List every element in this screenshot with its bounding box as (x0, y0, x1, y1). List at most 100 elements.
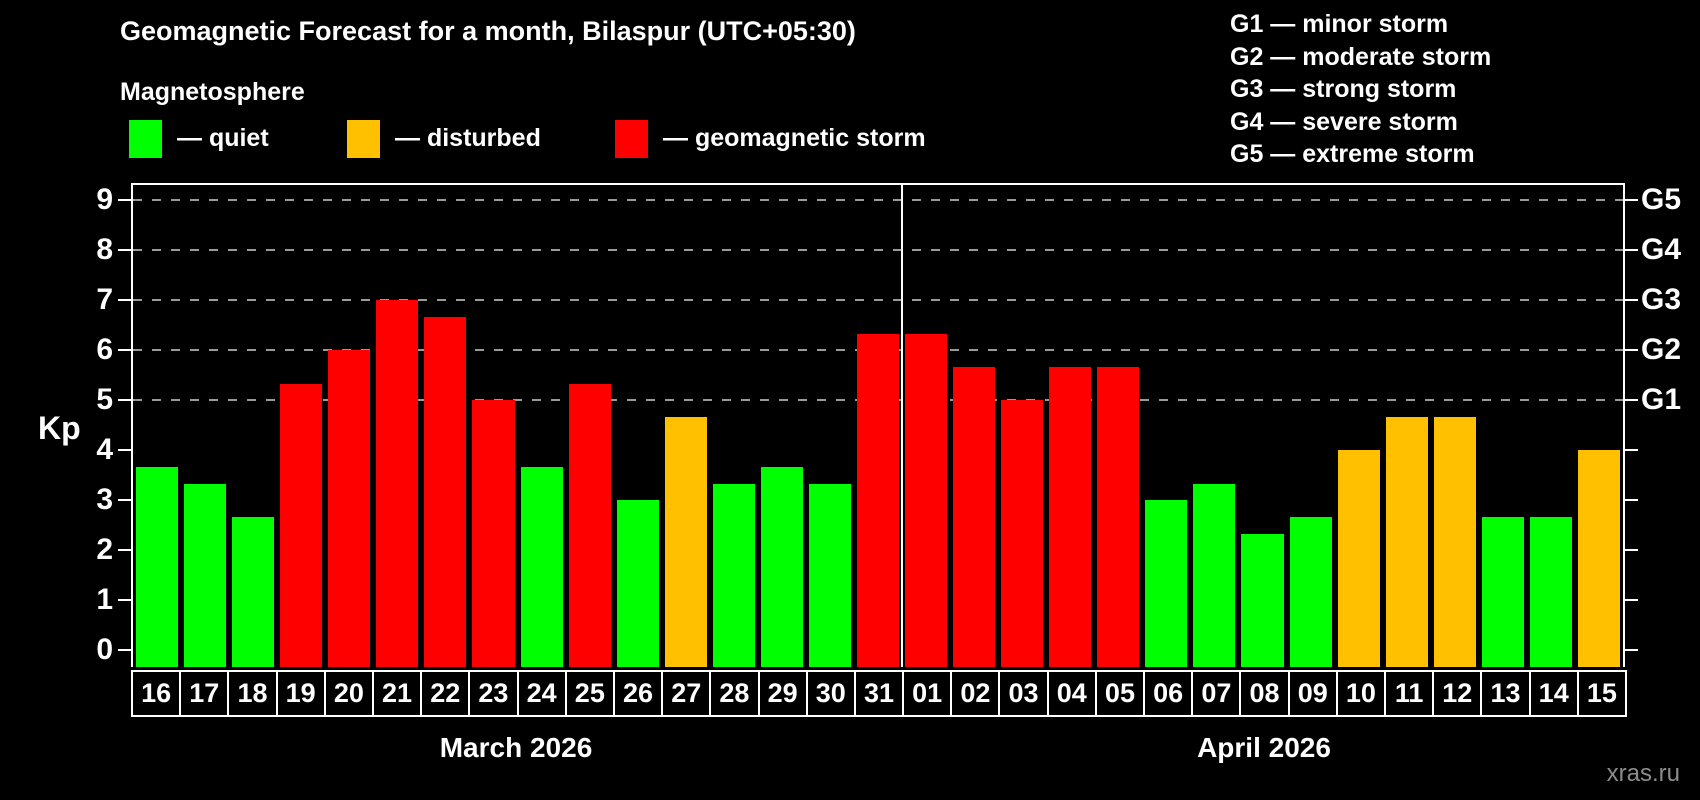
kp-axis-title: Kp (38, 410, 81, 446)
left-axis-tick (118, 249, 131, 251)
kp-bar (1481, 516, 1524, 667)
left-axis-tick (118, 199, 131, 201)
y-axis-label: 3 (96, 483, 113, 516)
kp-bar (568, 383, 611, 667)
day-label: 09 (1287, 670, 1338, 717)
g-scale-label: G3 (1641, 283, 1682, 316)
day-label: 29 (757, 670, 808, 717)
right-axis-tick (1625, 299, 1638, 301)
storm-legend-label: — geomagnetic storm (663, 124, 926, 152)
right-axis-tick (1625, 399, 1638, 401)
kp-bar (280, 383, 323, 667)
disturbed-legend-label: — disturbed (395, 124, 541, 152)
right-axis-tick (1625, 499, 1638, 501)
day-label: 16 (131, 670, 182, 717)
y-axis-label: 6 (96, 333, 113, 366)
left-axis-tick (118, 449, 131, 451)
month-separator (901, 185, 904, 667)
kp-bar (616, 500, 659, 667)
left-axis-tick (118, 349, 131, 351)
gridline-kp-8 (133, 249, 1623, 251)
day-label: 01 (902, 670, 953, 717)
kp-bar (712, 483, 755, 667)
kp-bar (905, 333, 948, 667)
kp-bar (1337, 450, 1380, 667)
kp-bar (808, 483, 851, 667)
g-scale-label: G5 (1641, 183, 1682, 216)
left-axis-tick (118, 549, 131, 551)
left-axis-tick (118, 499, 131, 501)
kp-bar (1289, 516, 1332, 667)
day-label: 26 (612, 670, 664, 717)
y-axis-label: 2 (96, 533, 113, 566)
day-label: 12 (1432, 670, 1483, 717)
kp-bar (760, 466, 803, 667)
right-axis-tick (1625, 599, 1638, 601)
kp-bar (472, 400, 515, 667)
kp-bar (1385, 416, 1428, 667)
day-label: 31 (853, 670, 905, 717)
magnetosphere-label: Magnetosphere (120, 78, 305, 106)
day-label: 27 (661, 670, 712, 717)
day-label: 05 (1094, 670, 1146, 717)
y-axis-label: 7 (96, 283, 113, 316)
quiet-legend-swatch (129, 120, 162, 158)
day-label: 13 (1480, 670, 1531, 717)
left-axis-tick (118, 399, 131, 401)
day-label: 11 (1384, 670, 1435, 717)
day-label: 24 (516, 670, 567, 717)
right-axis-tick (1625, 449, 1638, 451)
y-axis-label: 9 (96, 183, 113, 216)
kp-bar (232, 516, 275, 667)
kp-bar (1433, 416, 1476, 667)
kp-bar (1577, 450, 1620, 667)
right-axis-tick (1625, 199, 1638, 201)
kp-bar-chart: 0 1 2 3 4 5 G1 6 G2 7 G3 8 G4 9 G5 (96, 183, 1681, 667)
month-label-april: April 2026 (1197, 732, 1331, 763)
kp-bar (1049, 366, 1092, 667)
day-label: 04 (1046, 670, 1097, 717)
g-legend-row: G3 — strong storm (1230, 75, 1457, 103)
kp-bar (1241, 533, 1284, 667)
day-label: 14 (1528, 670, 1579, 717)
day-axis: 16 17 18 19 20 21 22 23 24 25 26 27 28 29 30 31 01 02 03 04… (131, 670, 1627, 717)
day-label: 15 (1576, 670, 1627, 717)
month-label-march: March 2026 (439, 732, 593, 763)
storm-legend-swatch (615, 120, 648, 158)
kp-bar (1001, 400, 1044, 667)
kp-bar (1529, 516, 1572, 667)
kp-bar (856, 333, 900, 667)
kp-bar (1145, 500, 1188, 667)
day-label: 19 (275, 670, 326, 717)
day-label: 25 (564, 670, 615, 717)
kp-bar (520, 466, 563, 667)
kp-bar (184, 483, 227, 667)
g-legend-row: G1 — minor storm (1230, 10, 1449, 38)
page-title: Geomagnetic Forecast for a month, Bilasp… (120, 16, 856, 46)
left-axis-tick (118, 649, 131, 651)
day-label: 07 (1191, 670, 1242, 717)
g-legend-row: G5 — extreme storm (1230, 140, 1475, 168)
day-label: 23 (468, 670, 519, 717)
day-label: 06 (1143, 670, 1194, 717)
day-label: 08 (1239, 670, 1290, 717)
day-label: 03 (998, 670, 1049, 717)
left-axis-tick (118, 599, 131, 601)
kp-bar (424, 316, 467, 667)
quiet-legend-label: — quiet (177, 124, 269, 152)
y-axis-label: 4 (96, 433, 113, 466)
day-label: 18 (227, 670, 278, 717)
gridline-kp-7 (133, 299, 1623, 301)
g-legend-row: G2 — moderate storm (1230, 42, 1492, 71)
g-scale-label: G1 (1641, 383, 1682, 416)
day-label: 17 (179, 670, 230, 717)
kp-bar (328, 350, 371, 667)
kp-bar (1097, 366, 1140, 667)
y-axis-label: 8 (96, 233, 113, 266)
left-axis-tick (118, 299, 131, 301)
g-scale-label: G2 (1641, 333, 1682, 366)
day-label: 10 (1335, 670, 1387, 717)
kp-bar (376, 300, 419, 667)
kp-bar (953, 366, 996, 667)
gridline-kp-9 (133, 199, 1623, 201)
